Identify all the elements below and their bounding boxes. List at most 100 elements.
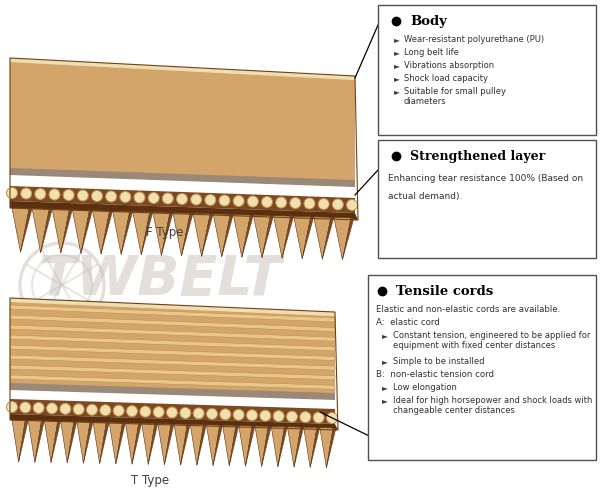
Circle shape [63, 190, 74, 201]
Text: Body: Body [410, 14, 447, 27]
Text: B:  non-elastic tension cord: B: non-elastic tension cord [376, 370, 494, 379]
Circle shape [219, 195, 230, 206]
Polygon shape [10, 315, 335, 332]
Text: actual demand).: actual demand). [388, 192, 463, 201]
Polygon shape [10, 335, 335, 351]
Polygon shape [262, 426, 271, 467]
Polygon shape [52, 209, 70, 253]
Circle shape [347, 200, 358, 211]
Circle shape [73, 404, 84, 415]
Polygon shape [67, 421, 77, 463]
Circle shape [60, 403, 71, 414]
Polygon shape [161, 213, 173, 255]
Polygon shape [81, 210, 92, 253]
Polygon shape [113, 211, 130, 254]
Polygon shape [223, 425, 236, 466]
Text: Strengthened layer: Strengthened layer [410, 149, 545, 162]
Polygon shape [10, 58, 355, 80]
Text: Ideal for high horsepower and shock loads with
changeable center distances: Ideal for high horsepower and shock load… [393, 396, 592, 415]
Polygon shape [73, 210, 89, 253]
Polygon shape [278, 427, 287, 467]
Polygon shape [153, 212, 170, 255]
Text: Vibrations absorption: Vibrations absorption [404, 61, 494, 70]
Polygon shape [255, 426, 268, 467]
Text: Elastic and non-elastic cords are available.: Elastic and non-elastic cords are availa… [376, 305, 560, 314]
Polygon shape [293, 216, 311, 259]
Circle shape [134, 192, 145, 203]
Polygon shape [10, 414, 338, 430]
Polygon shape [245, 426, 255, 466]
Circle shape [260, 410, 271, 421]
Text: ►: ► [382, 383, 388, 392]
Circle shape [127, 406, 137, 417]
Polygon shape [174, 424, 187, 465]
Circle shape [193, 408, 204, 419]
Polygon shape [93, 422, 106, 464]
Text: Suitable for small pulley
diameters: Suitable for small pulley diameters [404, 87, 506, 107]
Polygon shape [44, 421, 58, 463]
Polygon shape [10, 298, 335, 316]
Polygon shape [121, 212, 133, 254]
Polygon shape [304, 427, 317, 468]
Polygon shape [10, 365, 335, 380]
Text: ►: ► [394, 48, 400, 57]
Polygon shape [190, 424, 203, 466]
Polygon shape [334, 218, 351, 260]
Circle shape [86, 404, 97, 415]
Polygon shape [10, 345, 335, 361]
Circle shape [300, 411, 311, 423]
Polygon shape [164, 424, 174, 465]
Polygon shape [253, 215, 271, 258]
Circle shape [273, 411, 284, 422]
Circle shape [275, 197, 287, 208]
Circle shape [180, 407, 191, 418]
Polygon shape [271, 426, 284, 467]
Polygon shape [10, 399, 335, 424]
Polygon shape [158, 424, 171, 465]
Polygon shape [343, 218, 354, 260]
Circle shape [191, 194, 202, 205]
Polygon shape [213, 214, 230, 257]
Polygon shape [262, 216, 274, 258]
Polygon shape [35, 421, 44, 463]
Polygon shape [294, 427, 304, 467]
Polygon shape [302, 217, 314, 259]
Circle shape [106, 191, 116, 202]
Circle shape [20, 402, 31, 413]
Circle shape [287, 411, 298, 422]
Circle shape [233, 409, 244, 420]
Polygon shape [10, 186, 355, 213]
Circle shape [247, 410, 257, 421]
Polygon shape [181, 424, 190, 465]
Polygon shape [181, 213, 193, 256]
Circle shape [100, 405, 111, 416]
Polygon shape [310, 427, 320, 468]
Circle shape [205, 195, 216, 206]
Circle shape [113, 405, 124, 416]
Polygon shape [19, 420, 28, 462]
Circle shape [148, 193, 159, 204]
Polygon shape [61, 421, 74, 463]
Circle shape [304, 198, 315, 209]
Polygon shape [92, 210, 110, 254]
Circle shape [326, 412, 337, 423]
Circle shape [77, 190, 88, 201]
Polygon shape [10, 355, 335, 370]
Circle shape [7, 188, 17, 199]
Circle shape [163, 193, 173, 204]
Polygon shape [116, 423, 125, 464]
Circle shape [20, 188, 32, 199]
Text: Constant tension, engineered to be applied for
equipment with fixed center dista: Constant tension, engineered to be appli… [393, 331, 590, 351]
Polygon shape [41, 209, 52, 252]
Circle shape [120, 192, 131, 203]
Polygon shape [282, 216, 293, 258]
Circle shape [140, 406, 151, 417]
Polygon shape [101, 211, 113, 254]
Polygon shape [12, 420, 25, 462]
Text: Tensile cords: Tensile cords [396, 284, 493, 297]
Polygon shape [100, 422, 109, 464]
Polygon shape [20, 209, 32, 252]
Polygon shape [10, 302, 335, 395]
Circle shape [233, 196, 244, 207]
Polygon shape [193, 213, 210, 256]
